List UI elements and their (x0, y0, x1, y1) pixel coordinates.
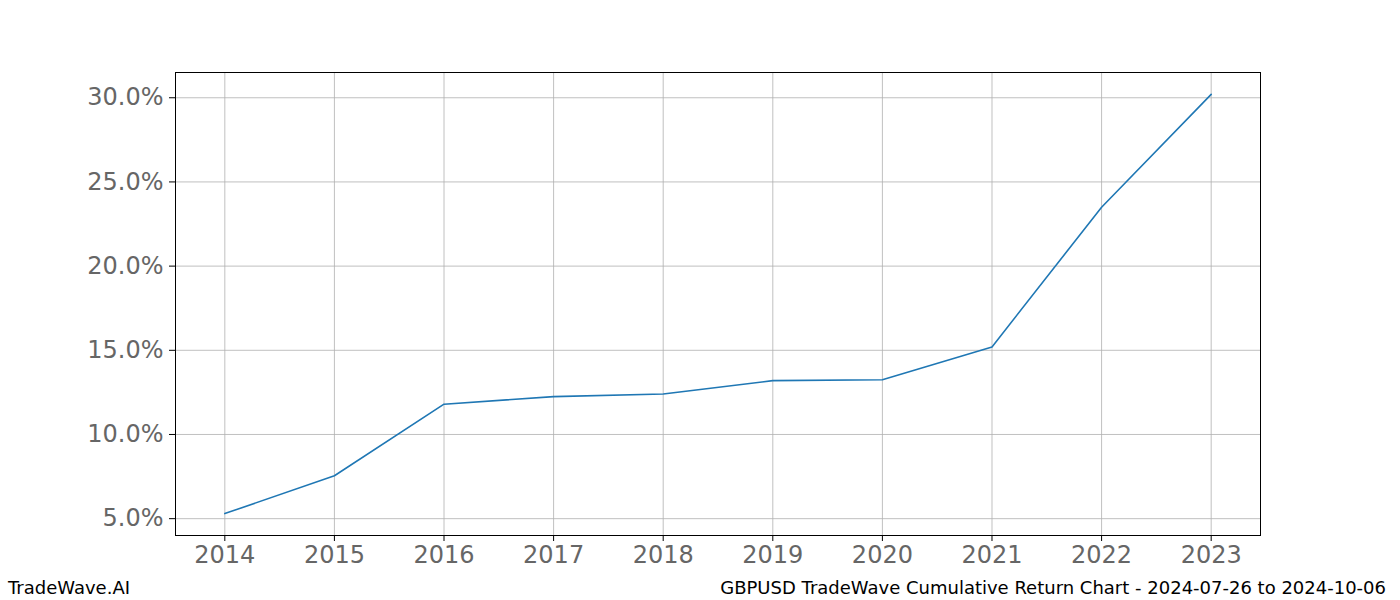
svg-text:15.0%: 15.0% (87, 336, 163, 364)
svg-text:30.0%: 30.0% (87, 83, 163, 111)
svg-text:2020: 2020 (852, 541, 913, 569)
svg-text:2014: 2014 (194, 541, 255, 569)
svg-text:2017: 2017 (523, 541, 584, 569)
svg-text:2015: 2015 (304, 541, 365, 569)
svg-text:2022: 2022 (1071, 541, 1132, 569)
html-text:GBPUSD TradeWave Cumulative Re: GBPUSD TradeWave Cumulative Return Chart… (720, 577, 1386, 598)
svg-text:10.0%: 10.0% (87, 420, 163, 448)
html-text:TradeWave.AI: TradeWave.AI (8, 577, 130, 598)
svg-text:20.0%: 20.0% (87, 252, 163, 280)
svg-text:5.0%: 5.0% (103, 504, 164, 532)
svg-text:2018: 2018 (633, 541, 694, 569)
svg-text:2019: 2019 (742, 541, 803, 569)
svg-text:2021: 2021 (961, 541, 1022, 569)
svg-text:2023: 2023 (1181, 541, 1242, 569)
svg-text:2016: 2016 (413, 541, 474, 569)
svg-text:25.0%: 25.0% (87, 168, 163, 196)
